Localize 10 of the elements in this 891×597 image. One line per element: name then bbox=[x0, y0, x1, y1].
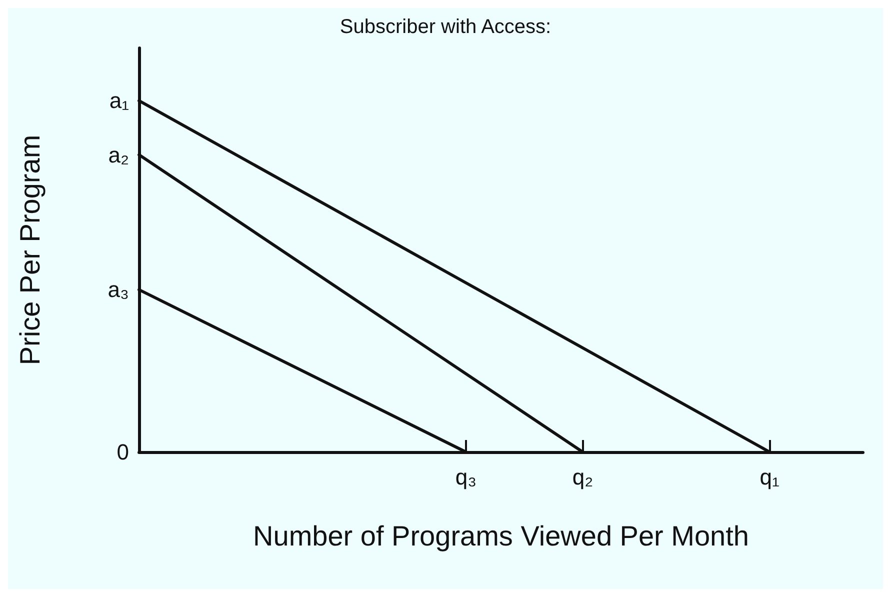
x-tick-label: q₂ bbox=[572, 464, 594, 490]
x-tick-label: q₃ bbox=[455, 464, 477, 490]
x-axis-title: Number of Programs Viewed Per Month bbox=[253, 520, 749, 552]
text: a₃ bbox=[108, 277, 129, 302]
y-axis-title: Price Per Program bbox=[14, 134, 46, 366]
text: a₂ bbox=[108, 142, 129, 168]
text: 0 bbox=[116, 440, 129, 464]
chart-title: Subscriber with Access: bbox=[340, 16, 552, 38]
text: a₁ bbox=[109, 88, 129, 114]
x-tick-label: q₁ bbox=[760, 464, 780, 490]
